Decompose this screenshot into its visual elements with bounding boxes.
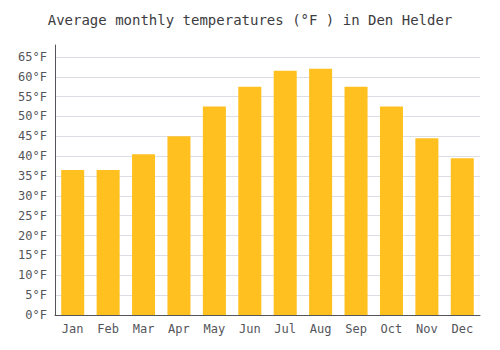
- svg-text:Feb: Feb: [97, 322, 119, 336]
- svg-text:Jul: Jul: [274, 322, 296, 336]
- svg-text:Average monthly temperatures (: Average monthly temperatures (°F ) in De…: [48, 12, 453, 28]
- svg-text:40°F: 40°F: [18, 149, 47, 163]
- svg-text:Mar: Mar: [133, 322, 155, 336]
- svg-text:May: May: [204, 322, 226, 336]
- svg-text:55°F: 55°F: [18, 90, 47, 104]
- svg-text:0°F: 0°F: [25, 308, 47, 322]
- svg-text:20°F: 20°F: [18, 229, 47, 243]
- svg-text:65°F: 65°F: [18, 50, 47, 64]
- svg-text:10°F: 10°F: [18, 268, 47, 282]
- svg-text:Nov: Nov: [416, 322, 438, 336]
- svg-text:60°F: 60°F: [18, 70, 47, 84]
- svg-text:30°F: 30°F: [18, 189, 47, 203]
- svg-text:25°F: 25°F: [18, 209, 47, 223]
- svg-text:15°F: 15°F: [18, 248, 47, 262]
- svg-text:Dec: Dec: [451, 322, 473, 336]
- svg-text:Jun: Jun: [239, 322, 261, 336]
- svg-text:Oct: Oct: [381, 322, 403, 336]
- svg-text:Jan: Jan: [62, 322, 84, 336]
- svg-text:50°F: 50°F: [18, 109, 47, 123]
- svg-text:35°F: 35°F: [18, 169, 47, 183]
- svg-text:Sep: Sep: [345, 322, 367, 336]
- svg-text:5°F: 5°F: [25, 288, 47, 302]
- svg-text:Apr: Apr: [168, 322, 190, 336]
- svg-text:Aug: Aug: [310, 322, 332, 336]
- svg-text:45°F: 45°F: [18, 129, 47, 143]
